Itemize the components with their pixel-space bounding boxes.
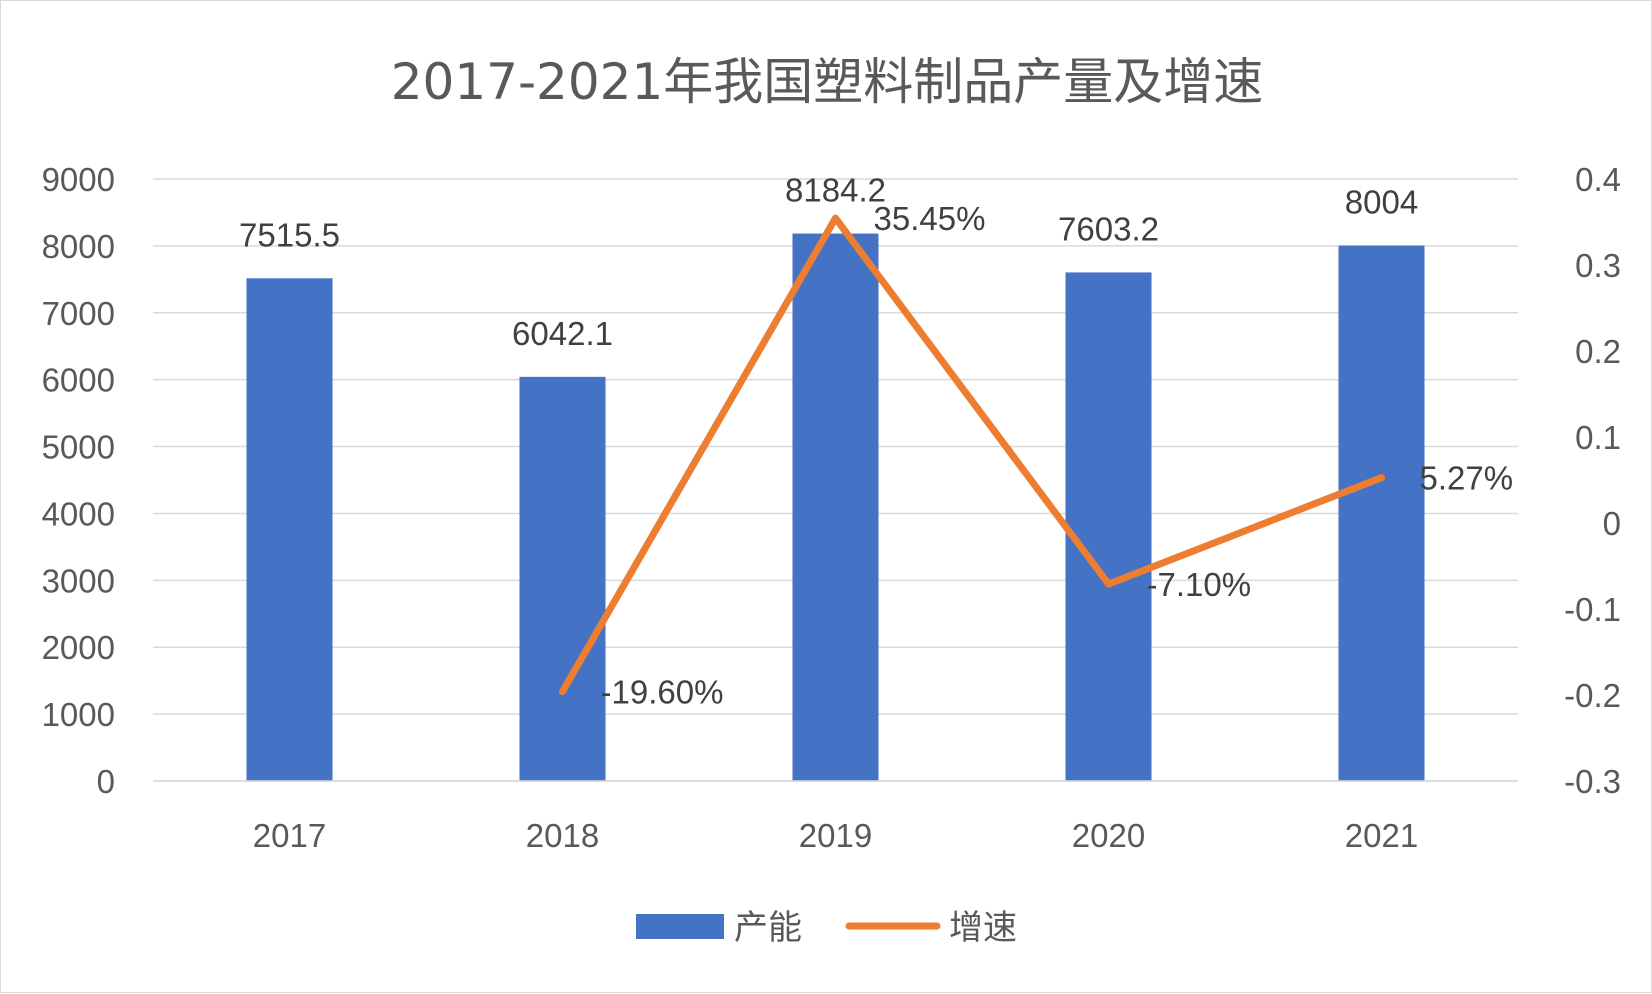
bar: [792, 233, 879, 781]
y-right-tick-label: -0.2: [1564, 677, 1621, 714]
legend-label: 增速: [949, 908, 1017, 948]
line-point: [1378, 474, 1385, 482]
x-tick-label: 2021: [1345, 817, 1418, 854]
bar-data-label: 7603.2: [1058, 210, 1159, 247]
bar: [246, 278, 333, 781]
y-left-tick-label: 0: [97, 763, 115, 800]
y-right-tick-label: -0.3: [1564, 763, 1621, 800]
y-left-tick-label: 9000: [42, 161, 115, 198]
x-tick-label: 2018: [526, 817, 599, 854]
line-point: [1105, 580, 1112, 588]
y-left-tick-label: 5000: [42, 429, 115, 466]
chart-title: 2017-2021年我国塑料制品产量及增速: [391, 53, 1264, 111]
y-left-tick-label: 1000: [42, 696, 115, 733]
x-tick-label: 2017: [253, 817, 326, 854]
legend-swatch-bar: [636, 914, 724, 939]
bar: [1065, 272, 1152, 781]
x-tick-label: 2020: [1072, 817, 1145, 854]
y-left-tick-label: 6000: [42, 362, 115, 399]
bar-data-label: 8184.2: [785, 172, 886, 209]
line-series: [559, 214, 1385, 696]
y-left-tick-label: 7000: [42, 295, 115, 332]
y-right-tick-label: 0.3: [1575, 247, 1621, 284]
y-right-tick-label: 0.1: [1575, 419, 1621, 456]
line-data-label: -7.10%: [1147, 566, 1252, 603]
bar-data-label: 8004: [1345, 184, 1418, 221]
y-right-tick-label: -0.1: [1564, 591, 1621, 628]
legend: 产能 增速: [636, 908, 1017, 948]
x-tick-label: 2019: [799, 817, 872, 854]
data-labels: 7515.5 6042.1 8184.2 7603.2 8004 -19.60% 35.45…: [239, 172, 1513, 711]
line-point: [559, 688, 566, 696]
bar: [519, 376, 606, 781]
line-data-label: 35.45%: [874, 200, 986, 237]
y-left-tick-label: 2000: [42, 629, 115, 666]
y-left-tick-label: 3000: [42, 562, 115, 599]
bar-series: [246, 233, 1425, 781]
line-data-label: 5.27%: [1420, 460, 1514, 497]
bar-data-label: 6042.1: [512, 315, 613, 352]
line-point: [832, 214, 839, 222]
y-right-tick-label: 0: [1603, 505, 1621, 542]
y-left-tick-label: 4000: [42, 495, 115, 532]
y-right-tick-label: 0.4: [1575, 161, 1621, 198]
line-path: [559, 214, 1385, 696]
bar: [1338, 245, 1425, 781]
legend-label: 产能: [734, 908, 802, 948]
line-data-label: -19.60%: [601, 674, 724, 711]
y-left-tick-label: 8000: [42, 228, 115, 265]
axes: 0 1000 2000 3000 4000 5000 6000 7000 8000 9000 -0.…: [42, 161, 1621, 854]
y-right-tick-label: 0.2: [1575, 333, 1621, 370]
bar-data-label: 7515.5: [239, 216, 340, 253]
